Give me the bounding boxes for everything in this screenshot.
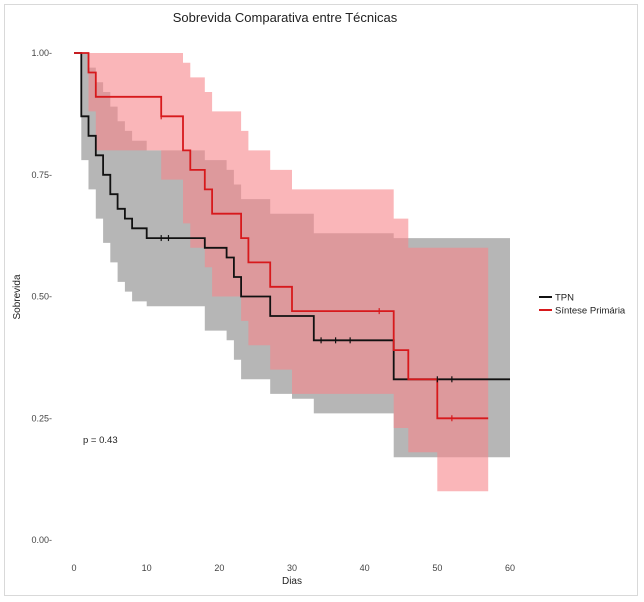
x-tick-label: 50 <box>432 563 442 573</box>
x-axis-label: Dias <box>282 576 302 587</box>
chart-title: Sobrevida Comparativa entre Técnicas <box>173 10 398 25</box>
x-tick-label: 0 <box>71 563 76 573</box>
x-tick-label: 40 <box>360 563 370 573</box>
x-tick-label: 10 <box>142 563 152 573</box>
y-axis-ticks: 0.00- 0.25- 0.50- 0.75- 1.00- <box>31 48 52 545</box>
legend-label: TPN <box>555 293 574 304</box>
legend: TPN Síntese Primária <box>539 293 626 317</box>
y-axis-label: Sobrevida <box>12 274 23 319</box>
y-tick-label: 1.00- <box>31 48 52 58</box>
y-tick-label: 0.00- <box>31 535 52 545</box>
y-tick-label: 0.50- <box>31 292 52 302</box>
y-tick-label: 0.75- <box>31 170 52 180</box>
y-tick-label: 0.25- <box>31 413 52 423</box>
x-axis-ticks: 0 10 20 30 40 50 60 <box>71 563 515 573</box>
legend-label: Síntese Primária <box>555 306 626 317</box>
survival-curves <box>74 52 510 420</box>
x-tick-label: 20 <box>214 563 224 573</box>
censor-marks <box>160 113 453 422</box>
x-tick-label: 30 <box>287 563 297 573</box>
band-1 <box>74 53 489 492</box>
p-value-annotation: p = 0.43 <box>83 435 118 446</box>
curve-1 <box>74 52 489 420</box>
curve-0 <box>74 52 510 381</box>
x-tick-label: 60 <box>505 563 515 573</box>
confidence-bands <box>74 53 510 492</box>
